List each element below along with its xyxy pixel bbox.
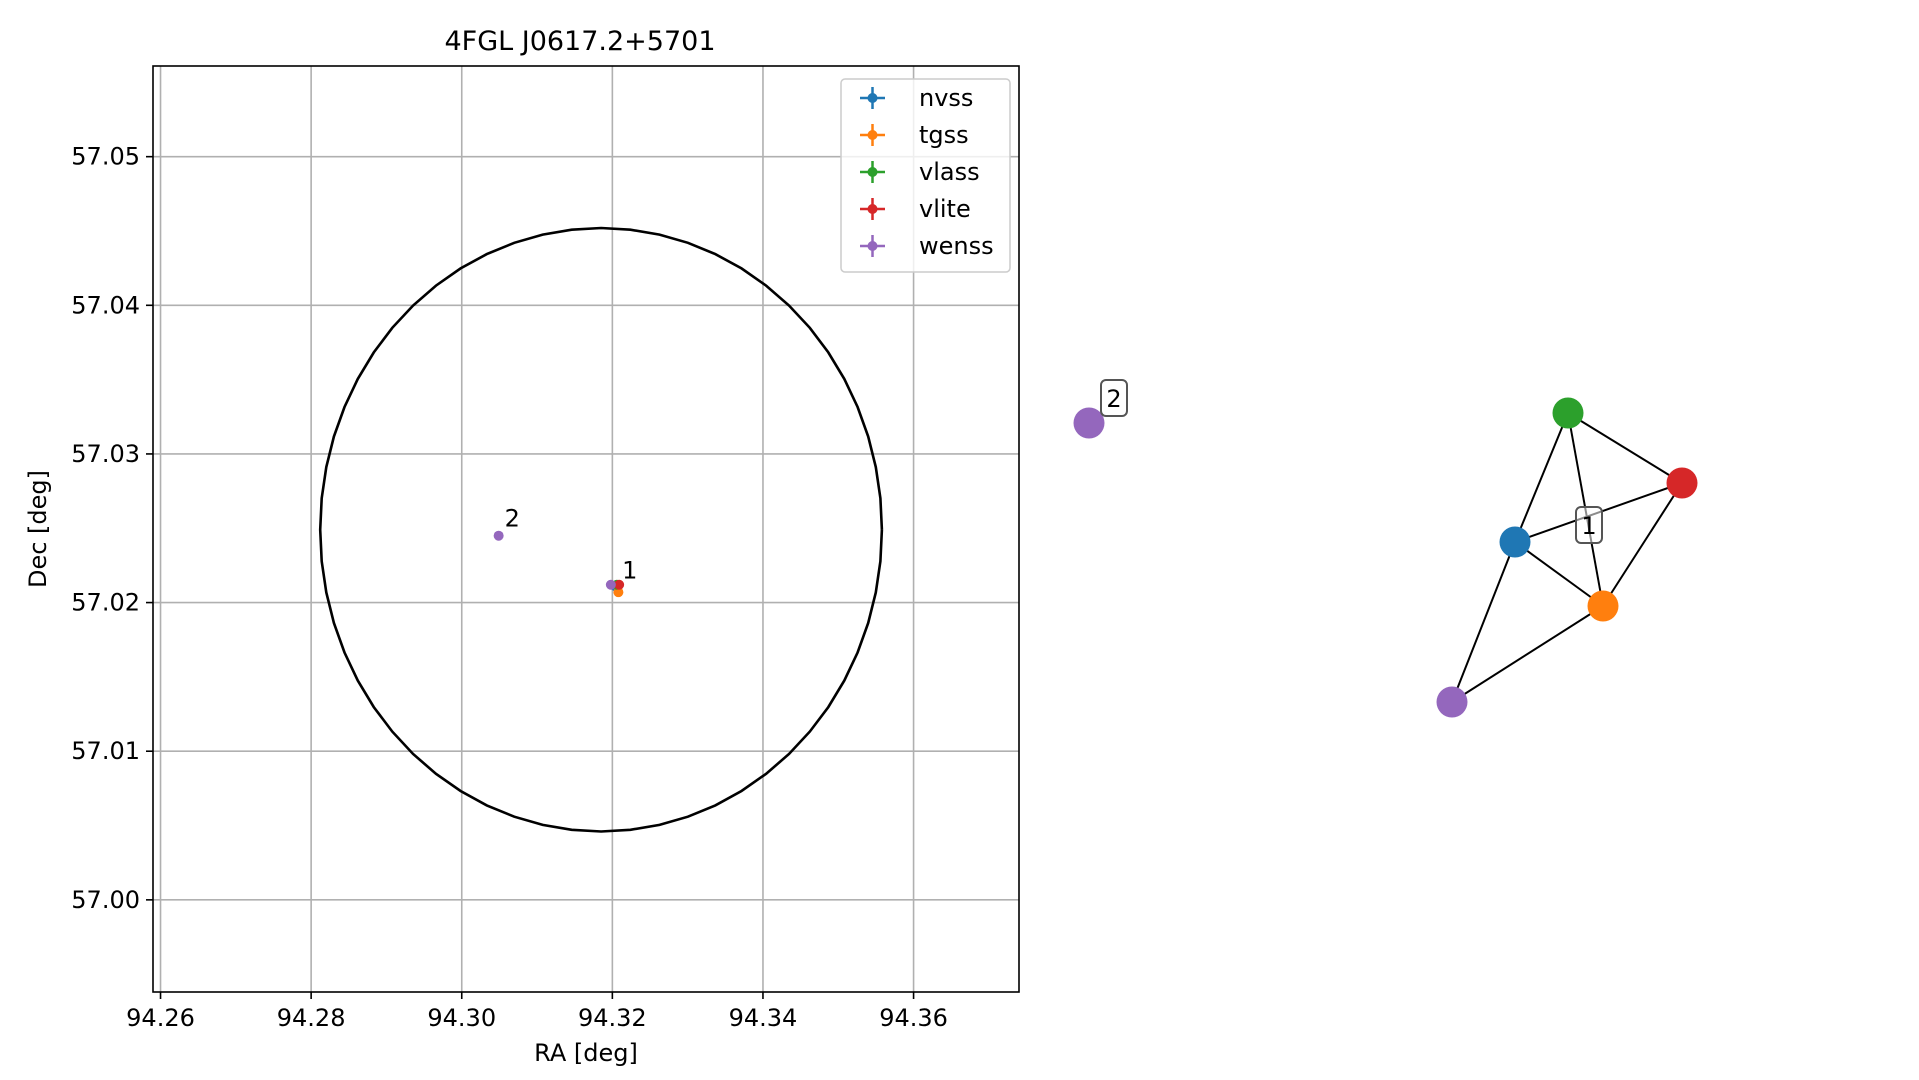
graph-group-labels: 12: [1100, 379, 1603, 544]
legend-swatch-marker: [867, 130, 878, 140]
node-wenss-2: [1073, 407, 1105, 439]
y-tick-label: 57.05: [71, 143, 140, 171]
graph-nodes: [1073, 397, 1698, 718]
y-tick-label: 57.00: [71, 886, 140, 914]
group-label-box: [1100, 379, 1128, 417]
x-axis-label: RA [deg]: [534, 1039, 638, 1067]
group-label-box: [1575, 506, 1603, 544]
legend-swatch-marker: [867, 204, 878, 214]
wenss-marker: [605, 579, 616, 590]
legend-label: nvss: [919, 84, 973, 112]
x-gridlines: [159, 66, 915, 992]
node-vlite: [1666, 467, 1698, 499]
legend-item-nvss: nvss: [860, 84, 973, 112]
x-tick-label: 94.36: [879, 1004, 948, 1032]
legend-label: vlite: [919, 195, 971, 223]
x-tick-label: 94.32: [578, 1004, 647, 1032]
legend-label: wenss: [919, 232, 994, 260]
y-axis-ticks: 57.00 57.01 57.02 57.03 57.04 57.05: [71, 143, 153, 914]
y-tick-label: 57.01: [71, 737, 140, 765]
legend-item-wenss: wenss: [860, 232, 994, 260]
edge-tgss-wenss-1: [1451, 605, 1604, 703]
node-nvss: [1499, 526, 1531, 558]
data-markers: [493, 530, 625, 598]
legend-item-vlass: vlass: [860, 158, 980, 186]
y-tick-label: 57.04: [71, 291, 140, 319]
source-label-1: 1: [622, 557, 637, 585]
x-tick-label: 94.28: [277, 1004, 346, 1032]
group-label-text: 2: [1106, 385, 1121, 413]
x-tick-label: 94.34: [729, 1004, 798, 1032]
legend-item-tgss: tgss: [860, 121, 969, 149]
edge-tgss-vlite: [1602, 482, 1683, 607]
group-label-1: 1: [1575, 506, 1603, 544]
scatter-panel: 4FGL J0617.2+5701 94.26 94.28 94.30 94.32 94…: [24, 26, 1020, 1067]
y-tick-label: 57.03: [71, 440, 140, 468]
vlite-marker: [614, 579, 625, 590]
edge-vlass-vlite: [1567, 412, 1683, 484]
graph-edges: [1451, 412, 1683, 703]
uncertainty-circle: [318, 226, 884, 833]
legend-items: nvss tgss vlass vlite wenss: [860, 84, 994, 260]
node-tgss: [1587, 590, 1619, 622]
x-tick-label: 94.30: [427, 1004, 496, 1032]
legend-swatch-marker: [867, 167, 878, 177]
legend-label: vlass: [919, 158, 980, 186]
source-labels: 12: [505, 505, 638, 585]
source-label-2: 2: [505, 505, 520, 533]
graph-panel: 12: [1073, 379, 1698, 718]
wenss-marker: [493, 530, 504, 541]
node-wenss-1: [1436, 686, 1468, 718]
x-tick-label: 94.26: [126, 1004, 195, 1032]
edge-nvss-vlass: [1514, 412, 1569, 543]
node-vlass: [1552, 397, 1584, 429]
legend-swatch-marker: [867, 241, 878, 251]
chart-title: 4FGL J0617.2+5701: [444, 26, 715, 57]
tgss-marker: [613, 587, 624, 598]
y-gridlines: [153, 155, 1019, 901]
group-label-text: 1: [1581, 512, 1596, 540]
y-tick-label: 57.02: [71, 589, 140, 617]
legend-box: [840, 78, 1011, 273]
legend-swatch-marker: [867, 93, 878, 103]
y-axis-label: Dec [deg]: [24, 470, 52, 588]
legend-item-vlite: vlite: [860, 195, 971, 223]
legend-label: tgss: [919, 121, 969, 149]
edge-nvss-wenss-1: [1451, 541, 1516, 703]
group-label-2: 2: [1100, 379, 1128, 417]
legend: nvss tgss vlass vlite wenss: [840, 78, 1011, 273]
edge-nvss-tgss: [1514, 541, 1604, 607]
plot-frame: [152, 65, 1020, 993]
x-axis-ticks: 94.26 94.28 94.30 94.32 94.34 94.36: [126, 992, 948, 1032]
